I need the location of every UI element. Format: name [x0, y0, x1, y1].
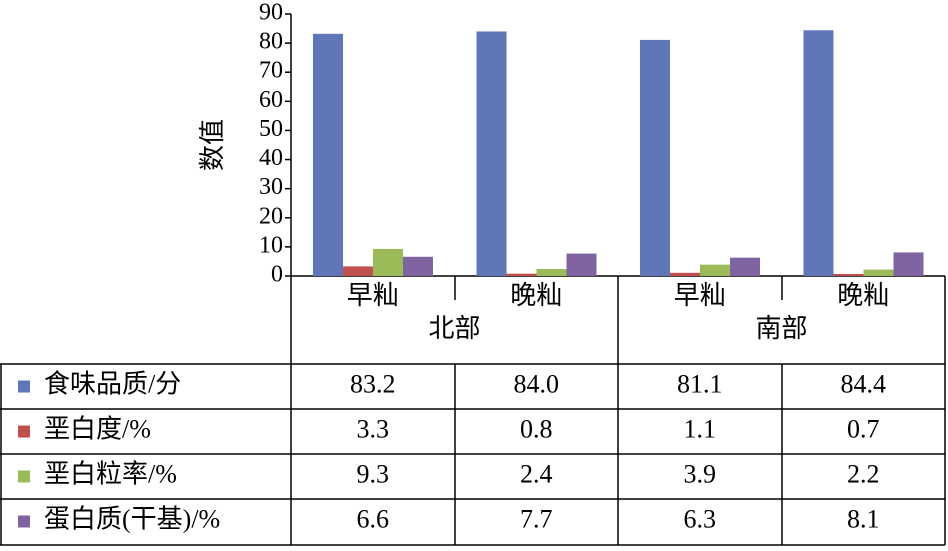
table-cell: 84.0 [514, 369, 560, 398]
legend-swatch [18, 515, 30, 528]
bar [863, 269, 894, 276]
table-cell: 3.9 [684, 459, 717, 488]
bar [373, 248, 403, 276]
bar [670, 272, 700, 276]
table-cell: 84.4 [841, 369, 887, 398]
bar [803, 30, 834, 277]
legend-swatch [18, 425, 30, 438]
bar [730, 257, 760, 276]
y-tick-label: 90 [259, 0, 283, 26]
bar [313, 33, 343, 276]
table-cell: 83.2 [350, 369, 396, 398]
bar [403, 256, 433, 276]
table-cell: 6.3 [684, 504, 717, 533]
y-tick-label: 10 [259, 232, 283, 258]
y-tick-label: 80 [259, 29, 283, 55]
table-cell: 1.1 [684, 414, 717, 443]
bar [476, 31, 507, 276]
legend-label: 垩白粒率/% [44, 459, 177, 488]
table-cell: 0.7 [847, 414, 880, 443]
bar [700, 264, 730, 276]
bar [833, 273, 864, 276]
y-tick-label: 0 [271, 262, 283, 288]
x-tick-label: 早籼 [674, 281, 726, 310]
table-cell: 6.6 [357, 504, 390, 533]
bar [506, 273, 537, 276]
table-cell: 0.8 [520, 414, 553, 443]
y-tick-label: 30 [259, 174, 283, 200]
group-label: 北部 [428, 314, 480, 343]
legend-swatch [18, 470, 30, 483]
y-tick-label: 40 [259, 145, 283, 171]
y-tick-label: 50 [259, 116, 283, 142]
group-label: 南部 [755, 314, 807, 343]
table-cell: 7.7 [520, 504, 553, 533]
bar [343, 266, 373, 276]
legend-label: 蛋白质(干基)/% [44, 504, 220, 533]
bar [893, 252, 924, 276]
x-tick-label: 晚籼 [837, 281, 889, 310]
legend-label: 垩白度/% [44, 414, 151, 443]
legend-swatch [18, 380, 30, 393]
bar [536, 269, 567, 276]
y-tick-label: 70 [259, 58, 283, 84]
y-tick-label: 60 [259, 87, 283, 113]
bar [566, 253, 597, 276]
bar [640, 39, 670, 276]
table-cell: 8.1 [847, 504, 880, 533]
legend-label: 食味品质/分 [44, 369, 181, 398]
table-cell: 3.3 [357, 414, 390, 443]
x-tick-label: 早籼 [347, 281, 399, 310]
y-axis-label: 数值 [198, 119, 227, 171]
table-cell: 2.4 [520, 459, 553, 488]
x-tick-label: 晚籼 [510, 281, 562, 310]
table-cell: 2.2 [847, 459, 880, 488]
table-cell: 9.3 [357, 459, 390, 488]
y-tick-label: 20 [259, 203, 283, 229]
table-cell: 81.1 [677, 369, 723, 398]
